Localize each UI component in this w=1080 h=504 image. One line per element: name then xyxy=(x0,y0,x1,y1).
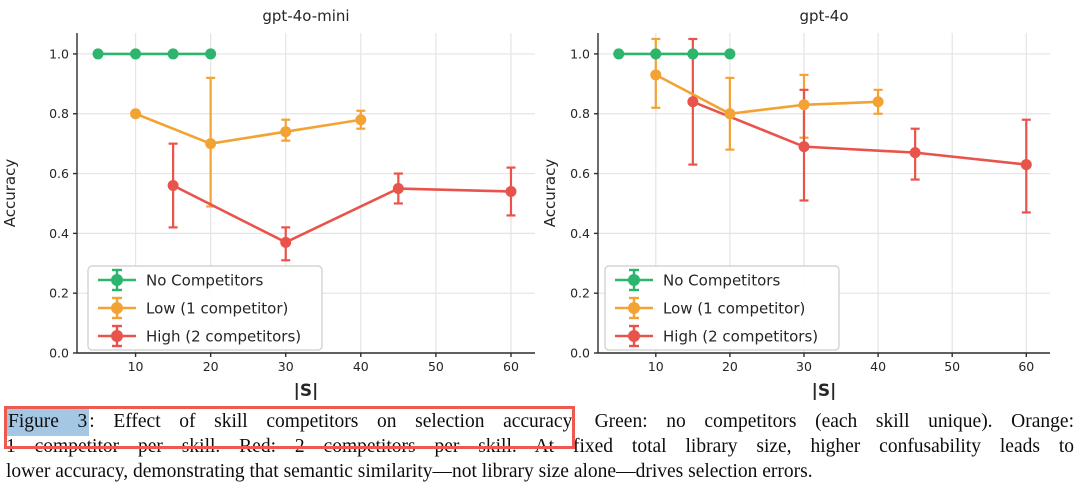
series-markers-high-2-competitors- xyxy=(687,96,1032,171)
caption-line1-rest: Green: no competitors (each skill unique… xyxy=(575,411,1074,432)
legend-label: No Competitors xyxy=(146,272,263,290)
panel-title: gpt-4o xyxy=(799,7,848,25)
series-markers-no-competitors xyxy=(92,48,217,60)
errorbars-high-2-competitors- xyxy=(688,37,1031,214)
svg-text:30: 30 xyxy=(796,359,812,374)
x-axis-label: |S| xyxy=(294,381,319,401)
svg-text:40: 40 xyxy=(353,359,369,374)
caption-line-2: 1 competitor per skill. Red: 2 competito… xyxy=(6,436,1074,457)
series-line-low-1-competitor- xyxy=(135,112,362,145)
legend-key-no-competitors xyxy=(615,268,653,292)
series-line-low-1-competitor- xyxy=(655,73,879,116)
svg-text:20: 20 xyxy=(722,359,738,374)
svg-text:60: 60 xyxy=(503,359,519,374)
tick-labels: 10 20 30 40 50 60 0.0 0.2 0.4 0.6 0.8 1.0 xyxy=(570,46,1034,374)
x-axis-label: |S| xyxy=(812,381,837,401)
series-markers-no-competitors xyxy=(613,48,736,60)
svg-text:0.0: 0.0 xyxy=(49,346,69,361)
caption-line-1: Figure 3: Effect of skill competitors on… xyxy=(6,408,1074,436)
svg-text:10: 10 xyxy=(128,359,144,374)
panel-title: gpt-4o-mini xyxy=(262,7,349,25)
svg-text:1.0: 1.0 xyxy=(49,46,69,61)
legend-key-no-competitors xyxy=(98,268,136,292)
errorbars-high-2-competitors- xyxy=(168,142,516,262)
caption-line-3: lower accuracy, demonstrating that seman… xyxy=(6,461,813,482)
legend-label: High (2 competitors) xyxy=(146,328,301,346)
svg-text:1.0: 1.0 xyxy=(570,46,590,61)
legend-key-high-2-competitors- xyxy=(98,324,136,348)
legend-key-high-2-competitors- xyxy=(615,324,653,348)
y-axis-label: Accuracy xyxy=(541,159,559,228)
series-markers-high-2-competitors- xyxy=(167,180,517,248)
chart-gpt-4o: 10 20 30 40 50 60 0.0 0.2 0.4 0.6 0.8 1.0 Accuracy |S… xyxy=(541,7,1050,401)
legend-label: Low (1 competitor) xyxy=(146,300,288,318)
legend: No Competitors Low (1 competitor) High (2 … xyxy=(604,265,840,351)
svg-text:0.4: 0.4 xyxy=(570,226,590,241)
legend: No Competitors Low (1 competitor) High (2 … xyxy=(87,265,323,351)
svg-text:0.8: 0.8 xyxy=(570,106,590,121)
svg-text:0.8: 0.8 xyxy=(49,106,69,121)
series-line-high-2-competitors- xyxy=(692,100,1027,166)
tick-labels: 10 20 30 40 50 60 0.0 0.2 0.4 0.6 0.8 1.0 xyxy=(49,46,519,374)
svg-text:30: 30 xyxy=(278,359,294,374)
svg-text:0.6: 0.6 xyxy=(49,166,69,181)
svg-text:60: 60 xyxy=(1018,359,1034,374)
chart-gpt-4o-mini: 10 20 30 40 50 60 0.0 0.2 0.4 0.6 0.8 1.0 Accuracy |S… xyxy=(1,7,535,401)
svg-text:50: 50 xyxy=(428,359,444,374)
legend-key-low-1-competitor- xyxy=(615,296,653,320)
svg-text:0.0: 0.0 xyxy=(570,346,590,361)
figure-label-highlight: Figure 3 xyxy=(6,408,90,436)
svg-text:0.4: 0.4 xyxy=(49,226,69,241)
legend-label: No Competitors xyxy=(663,272,780,290)
legend-label: Low (1 competitor) xyxy=(663,300,805,318)
y-axis-label: Accuracy xyxy=(1,159,19,228)
series-markers-low-1-competitor- xyxy=(130,108,367,150)
svg-text:0.2: 0.2 xyxy=(570,286,590,301)
legend-label: High (2 competitors) xyxy=(663,328,818,346)
legend-key-low-1-competitor- xyxy=(98,296,136,320)
charts-row: 10 20 30 40 50 60 0.0 0.2 0.4 0.6 0.8 1.0 Accuracy |S… xyxy=(1,7,1050,401)
series-markers-low-1-competitor- xyxy=(650,69,884,120)
svg-text:10: 10 xyxy=(648,359,664,374)
caption-boxed-sentence: : Effect of skill competitors on selecti… xyxy=(89,411,576,432)
series-line-high-2-competitors- xyxy=(172,184,512,244)
axes-spines xyxy=(73,33,535,357)
svg-text:0.2: 0.2 xyxy=(49,286,69,301)
figure-caption: Figure 3: Effect of skill competitors on… xyxy=(6,408,1074,484)
axes-spines xyxy=(594,33,1050,357)
svg-text:20: 20 xyxy=(203,359,219,374)
svg-text:40: 40 xyxy=(870,359,886,374)
svg-text:50: 50 xyxy=(944,359,960,374)
svg-text:0.6: 0.6 xyxy=(570,166,590,181)
